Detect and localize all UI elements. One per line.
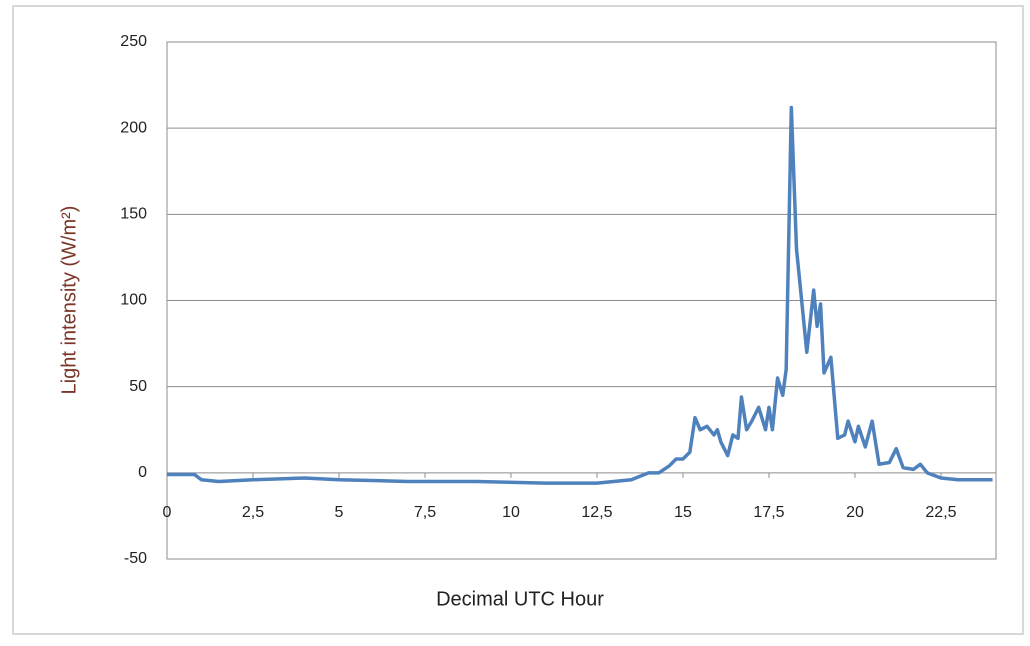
x-tick-label: 10 [502,504,520,521]
x-tick-label: 20 [846,504,864,521]
y-tick-label: 0 [138,464,147,481]
y-tick-label: 100 [120,292,147,309]
y-tick-label: 150 [120,206,147,223]
x-tick-label: 15 [674,504,692,521]
x-tick-label: 17,5 [753,504,784,521]
y-tick-label: 50 [129,378,147,395]
x-tick-label: 22,5 [925,504,956,521]
x-tick-label: 7,5 [414,504,436,521]
line [167,105,993,485]
x-tick-label: 12,5 [581,504,612,521]
x-tick-label: 0 [163,504,172,521]
x-tick-label: 2,5 [242,504,264,521]
x-axis-title: Decimal UTC Hour [436,588,604,610]
plot-border [166,41,997,560]
x-tick-label: 5 [335,504,344,521]
y-tick-label: -50 [124,550,147,567]
y-axis-title: Light intensity (W/m²) [58,206,80,395]
y-tick-label: 250 [120,33,147,50]
y-tick-label: 200 [120,119,147,136]
chart-frame [12,5,1024,635]
